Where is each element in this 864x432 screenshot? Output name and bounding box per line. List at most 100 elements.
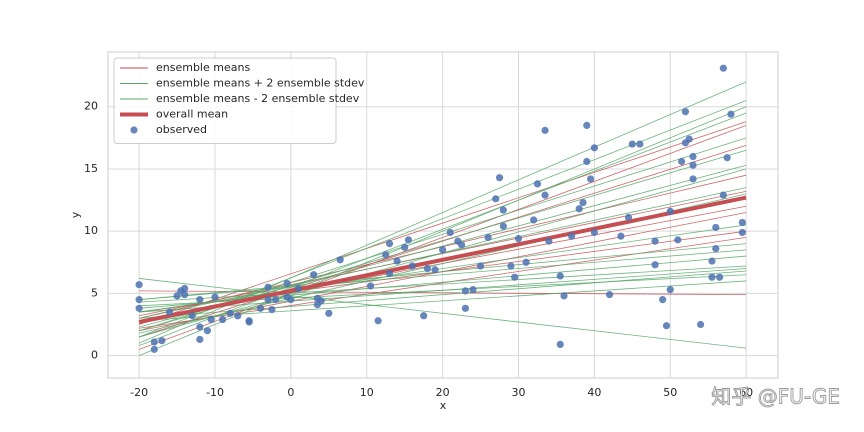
observed-point bbox=[583, 157, 591, 166]
observed-point bbox=[662, 322, 671, 330]
observed-point bbox=[135, 296, 143, 304]
ensemble-line bbox=[138, 125, 747, 350]
observed-point bbox=[218, 315, 227, 324]
observed-point bbox=[636, 140, 644, 148]
observed-point bbox=[245, 318, 253, 326]
observed-point bbox=[404, 236, 413, 244]
observed-point bbox=[719, 64, 727, 72]
observed-point bbox=[715, 273, 724, 281]
overall-mean-line bbox=[138, 195, 747, 324]
observed-point bbox=[268, 305, 276, 314]
observed-point bbox=[499, 206, 507, 214]
observed-point bbox=[401, 243, 409, 251]
observed-point bbox=[439, 246, 447, 254]
observed-point bbox=[310, 271, 318, 279]
observed-point bbox=[545, 237, 553, 245]
observed-point bbox=[666, 207, 674, 215]
observed-point bbox=[181, 284, 189, 293]
observed-point bbox=[256, 304, 265, 312]
observed-point bbox=[590, 228, 598, 237]
observed-point bbox=[188, 312, 196, 320]
observed-point bbox=[495, 174, 504, 182]
observed-point bbox=[135, 304, 143, 312]
ensemble-line bbox=[138, 121, 747, 325]
observed-point bbox=[382, 251, 390, 259]
x-axis-label: x bbox=[440, 399, 447, 412]
observed-point bbox=[135, 281, 143, 289]
observed-point bbox=[461, 304, 469, 312]
observed-point bbox=[336, 256, 344, 264]
y-tick-label: 0 bbox=[91, 349, 98, 362]
observed-point bbox=[203, 327, 211, 335]
ensemble-line bbox=[139, 224, 747, 313]
observed-point bbox=[420, 312, 428, 320]
observed-point bbox=[294, 284, 303, 293]
ensemble-line bbox=[139, 243, 747, 301]
observed-point bbox=[325, 309, 333, 317]
observed-point bbox=[264, 296, 272, 304]
observed-point bbox=[674, 236, 682, 244]
observed-point bbox=[708, 273, 716, 281]
observed-point bbox=[556, 340, 564, 349]
observed-point bbox=[287, 296, 295, 304]
observed-point bbox=[469, 286, 477, 294]
observed-point bbox=[150, 345, 158, 353]
observed-point bbox=[484, 233, 492, 241]
observed-point bbox=[568, 232, 576, 240]
legend-label: ensemble means + 2 ensemble stdev bbox=[156, 77, 365, 90]
observed-point bbox=[181, 291, 189, 299]
observed-point bbox=[689, 175, 697, 183]
observed-point bbox=[196, 296, 204, 304]
observed-point bbox=[158, 337, 166, 345]
x-tick-label: 0 bbox=[287, 386, 294, 399]
observed-point bbox=[196, 323, 204, 331]
observed-point bbox=[264, 283, 272, 291]
observed-point bbox=[685, 135, 693, 143]
observed-point bbox=[393, 257, 401, 265]
y-tick-label: 15 bbox=[84, 162, 98, 175]
observed-point bbox=[541, 191, 549, 199]
observed-point bbox=[605, 291, 614, 299]
observed-point bbox=[624, 213, 633, 222]
observed-point bbox=[560, 292, 568, 300]
x-tick-label: 30 bbox=[511, 386, 525, 399]
observed-point bbox=[317, 297, 325, 305]
legend-label: overall mean bbox=[156, 108, 228, 121]
x-tick-label: 40 bbox=[587, 386, 601, 399]
ensemble-line bbox=[138, 137, 747, 332]
observed-point bbox=[492, 195, 500, 203]
observed-point bbox=[533, 180, 542, 188]
legend-box bbox=[113, 57, 337, 144]
observed-point bbox=[476, 262, 485, 270]
legend-label: ensemble means - 2 ensemble stdev bbox=[156, 92, 360, 105]
observed-point bbox=[617, 232, 625, 240]
observed-point bbox=[385, 240, 394, 248]
observed-point bbox=[366, 282, 375, 290]
watermark: 知乎 @FU-GE bbox=[711, 385, 840, 409]
observed-point bbox=[727, 110, 735, 118]
legend-label: ensemble means bbox=[156, 61, 250, 74]
observed-point bbox=[579, 198, 587, 207]
observed-point bbox=[651, 261, 659, 269]
observed-point bbox=[234, 312, 242, 320]
legend-label: observed bbox=[156, 123, 207, 136]
observed-point bbox=[697, 320, 705, 329]
observed-point bbox=[541, 126, 549, 134]
x-tick-label: 50 bbox=[663, 386, 677, 399]
observed-point bbox=[651, 237, 659, 245]
observed-point bbox=[530, 216, 538, 224]
observed-point bbox=[461, 287, 469, 295]
ensemble-line bbox=[139, 249, 747, 301]
observed-point bbox=[165, 308, 174, 316]
observed-point bbox=[207, 315, 215, 324]
legend: ensemble means ensemble means + 2 ensembl… bbox=[113, 57, 365, 144]
observed-point bbox=[457, 241, 466, 249]
x-tick-label: -20 bbox=[130, 386, 148, 399]
observed-point bbox=[738, 228, 746, 237]
x-tick-label: 10 bbox=[360, 386, 374, 399]
observed-point bbox=[446, 228, 454, 237]
ensemble-line bbox=[139, 270, 747, 319]
y-tick-label: 5 bbox=[91, 286, 98, 299]
ticks: -20 -10 0 10 20 30 40 50 60 0 5 10 15 20 bbox=[84, 100, 753, 399]
